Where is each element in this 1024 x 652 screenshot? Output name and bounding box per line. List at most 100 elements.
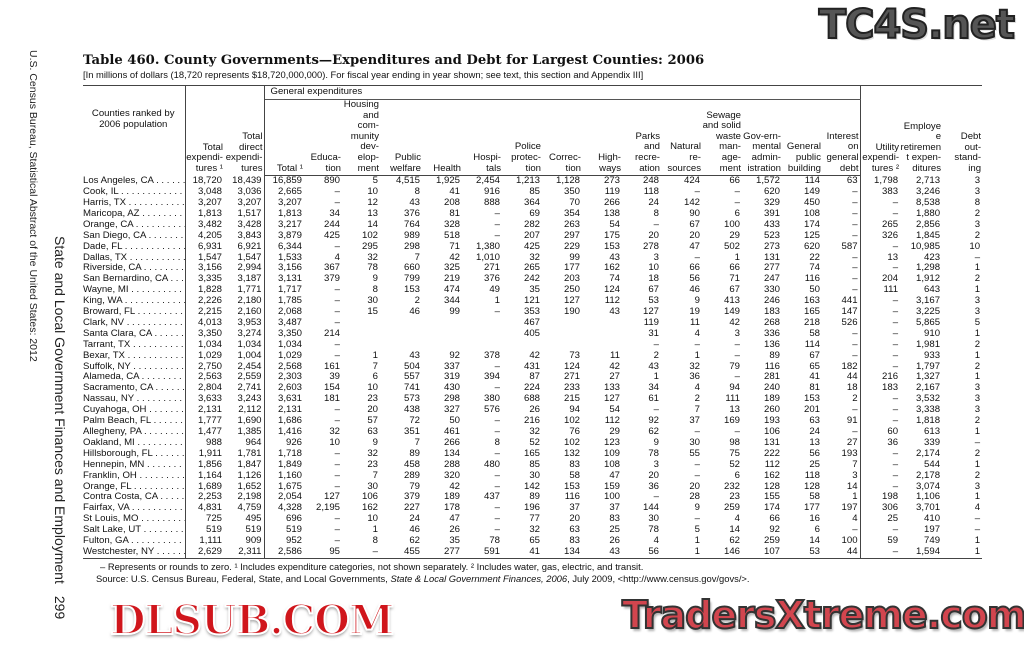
table-cell: –: [822, 252, 861, 264]
table-cell: 544: [924, 459, 941, 470]
table-cell: 32: [367, 252, 378, 263]
county-name: Los Angeles, CA: [83, 175, 186, 188]
table-cell: 480: [483, 459, 500, 470]
table-cell: 10: [367, 187, 378, 198]
county-name: Westchester, NY: [83, 546, 186, 559]
table-cell: –: [734, 339, 740, 350]
table-cell: 326: [882, 230, 899, 241]
table-cell: 1,034: [224, 339, 265, 351]
table-title: Table 460. County Governments—Expenditur…: [83, 53, 705, 68]
table-cell: 18: [822, 383, 861, 395]
table-cell: 8: [372, 536, 378, 547]
table-cell: 3,631: [277, 394, 302, 405]
table-cell: 76: [569, 427, 580, 437]
table-cell: 764: [403, 219, 420, 230]
table-cell: 81: [449, 208, 460, 219]
table-notes: – Represents or rounds to zero. ¹ Includ…: [96, 561, 750, 585]
tc4s-watermark-logo: TC4S.net: [818, 1, 1016, 49]
county-name: Palm Beach, FL: [83, 416, 186, 427]
table-cell: 114: [804, 175, 820, 187]
table-cell: 127: [603, 394, 620, 405]
table-cell: 1,690: [224, 416, 265, 427]
table-cell: 3,074: [916, 481, 941, 492]
table-cell: 725: [205, 514, 222, 525]
table-cell: 56: [622, 546, 661, 559]
source-title: State & Local Government Finances, 2006: [390, 573, 568, 584]
table-cell: [462, 340, 502, 351]
table-cell: 100: [603, 492, 620, 503]
table-cell: 201: [803, 405, 820, 416]
table-cell: 91: [822, 416, 861, 427]
table-cell: 1,856: [197, 459, 222, 470]
table-cell: –: [892, 459, 899, 470]
table-cell: [582, 340, 622, 351]
table-cell: 118: [643, 187, 659, 198]
table-cell: 60: [887, 427, 899, 437]
table-cell: 4: [734, 514, 740, 525]
table-row: Harris, TX3,2073,2073,207–12432088883647…: [83, 197, 982, 209]
table-cell: 1,594: [900, 546, 943, 559]
table-cell: 3,350: [197, 328, 222, 339]
table-cell: 83: [609, 514, 620, 525]
table-cell: 2: [974, 448, 981, 459]
table-cell: 519: [285, 525, 302, 536]
table-cell: 49: [489, 285, 500, 296]
table-cell: 20: [367, 405, 378, 416]
table-cell: –: [822, 350, 861, 362]
county-name: St Louis, MO: [83, 514, 186, 526]
table-cell: 177: [803, 503, 820, 514]
table-cell: 42: [609, 361, 620, 372]
table-cell: 2,629: [185, 546, 224, 559]
table-cell: 18,720: [192, 175, 222, 186]
table-cell: 325: [443, 263, 460, 274]
table-cell: 620: [763, 187, 780, 198]
table-cell: 204: [882, 274, 899, 285]
table-cell: 215: [563, 394, 580, 405]
table-cell: 32: [367, 448, 378, 459]
table-cell: 242: [523, 274, 540, 285]
table-cell: 41: [809, 372, 820, 383]
table-cell: 62: [409, 536, 420, 547]
table-cell: 2,559: [224, 372, 265, 384]
table-cell: 266: [443, 437, 460, 448]
table-cell: –: [734, 197, 740, 208]
table-cell: 47: [609, 470, 620, 481]
county-name: Allegheny, PA: [83, 427, 186, 438]
table-cell: 2,586: [264, 546, 304, 559]
table-cell: 1: [822, 492, 861, 504]
table-cell: 55: [689, 448, 700, 459]
table-cell: 1,689: [197, 481, 222, 492]
table-cell: 591: [462, 546, 502, 559]
column-header: Educa-tion: [304, 99, 342, 177]
column-header: Sewage and solid waste man-age-ment: [702, 99, 742, 177]
table-cell: –: [494, 307, 500, 318]
table-cell: 247: [763, 274, 780, 285]
table-cell: 118: [804, 470, 820, 481]
table-cell: 67: [648, 285, 659, 296]
table-cell: 376: [403, 208, 420, 219]
table-cell: 78: [367, 263, 378, 274]
table-cell: –: [892, 361, 899, 372]
table-cell: 207: [523, 230, 540, 241]
table-cell: 233: [563, 383, 580, 394]
table-cell: –: [892, 405, 899, 416]
table-cell: 20: [689, 230, 700, 241]
table-cell: 162: [763, 470, 780, 481]
table-cell: –: [822, 285, 861, 297]
table-cell: 6,931: [197, 241, 222, 252]
table-cell: 23: [367, 394, 378, 405]
table-cell: 2,563: [197, 372, 222, 383]
table-cell: 240: [763, 383, 780, 394]
table-cell: –: [974, 514, 981, 525]
table-cell: 99: [569, 252, 580, 263]
table-cell: –: [694, 187, 700, 198]
column-header: Correc-tion: [542, 99, 582, 177]
table-cell: 62: [648, 427, 659, 437]
table-cell: 44: [822, 546, 861, 559]
